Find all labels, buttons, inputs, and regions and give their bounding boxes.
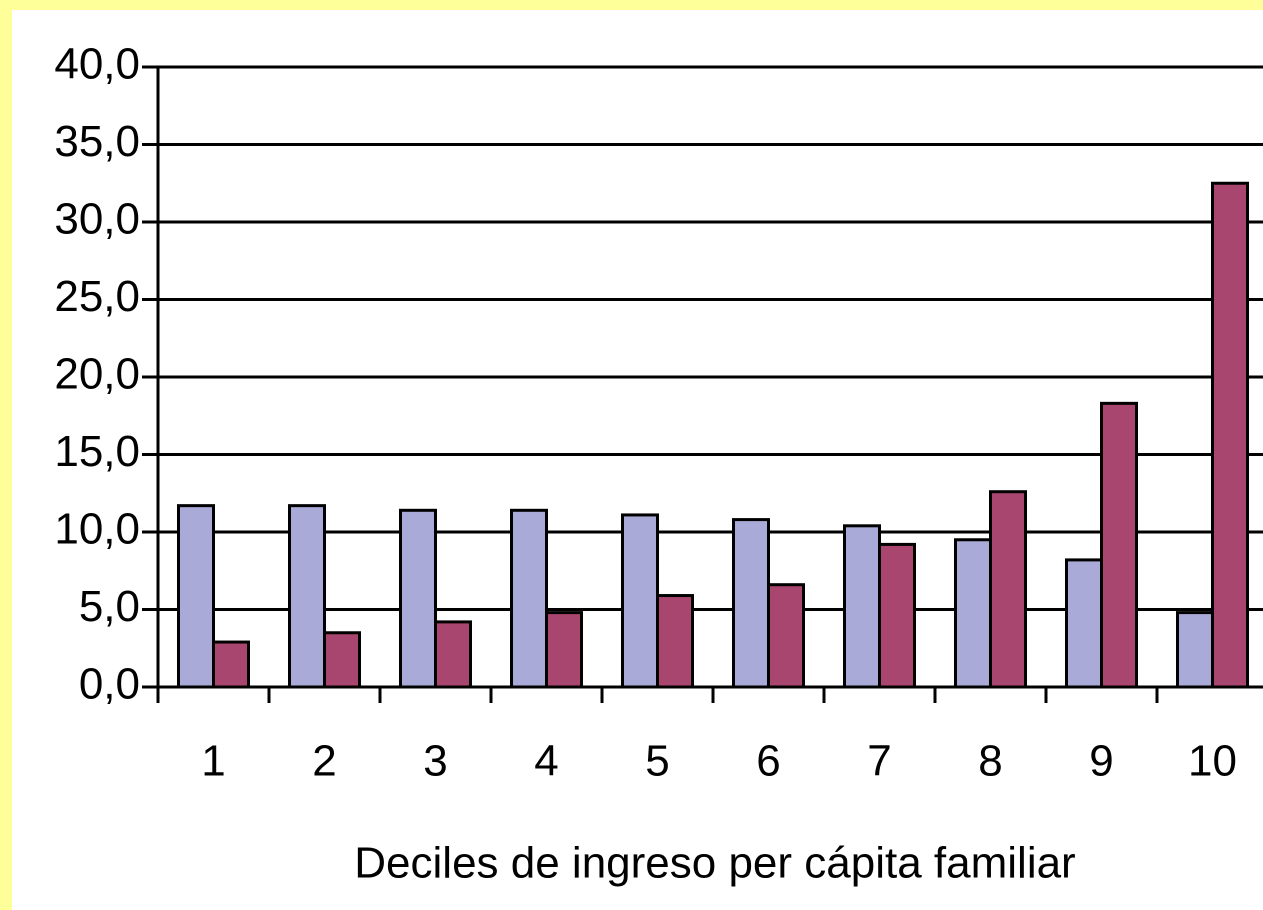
bar: [1100, 401, 1138, 689]
bar: [989, 490, 1027, 689]
bar: [288, 504, 326, 689]
x-tick-label: 7: [867, 737, 891, 786]
bar: [843, 524, 881, 689]
bar: [1176, 611, 1214, 689]
bar: [177, 504, 215, 689]
bar: [621, 513, 659, 689]
bar: [510, 508, 548, 689]
bar: [434, 620, 472, 689]
bar: [1065, 558, 1103, 689]
bar: [767, 583, 805, 689]
y-tick-label: 15,0: [54, 427, 140, 476]
x-tick-label: 10: [1188, 737, 1237, 786]
y-tick-label: 20,0: [54, 350, 140, 399]
bar: [212, 640, 250, 689]
bar: [323, 631, 361, 689]
x-tick-label: 9: [1089, 737, 1113, 786]
y-tick-label: 25,0: [54, 272, 140, 321]
y-tick-label: 10,0: [54, 505, 140, 554]
x-tick-label: 3: [423, 737, 447, 786]
bar: [878, 542, 916, 689]
y-tick-label: 35,0: [54, 117, 140, 166]
x-tick-label: 6: [756, 737, 780, 786]
x-axis-title: Deciles de ingreso per cápita familiar: [354, 839, 1075, 888]
bar: [954, 538, 992, 689]
bar: [1211, 181, 1249, 689]
bar: [732, 518, 770, 689]
chart-background: [12, 10, 1263, 910]
x-tick-label: 4: [534, 737, 558, 786]
y-tick-label: 40,0: [54, 40, 140, 89]
x-tick-label: 5: [645, 737, 669, 786]
bar: [545, 611, 583, 689]
y-tick-label: 0,0: [79, 660, 140, 709]
bar: [656, 594, 694, 689]
y-tick-label: 5,0: [79, 582, 140, 631]
x-tick-label: 1: [201, 737, 225, 786]
bar: [399, 508, 437, 689]
x-tick-label: 8: [978, 737, 1002, 786]
x-tick-label: 2: [312, 737, 336, 786]
y-tick-label: 30,0: [54, 195, 140, 244]
